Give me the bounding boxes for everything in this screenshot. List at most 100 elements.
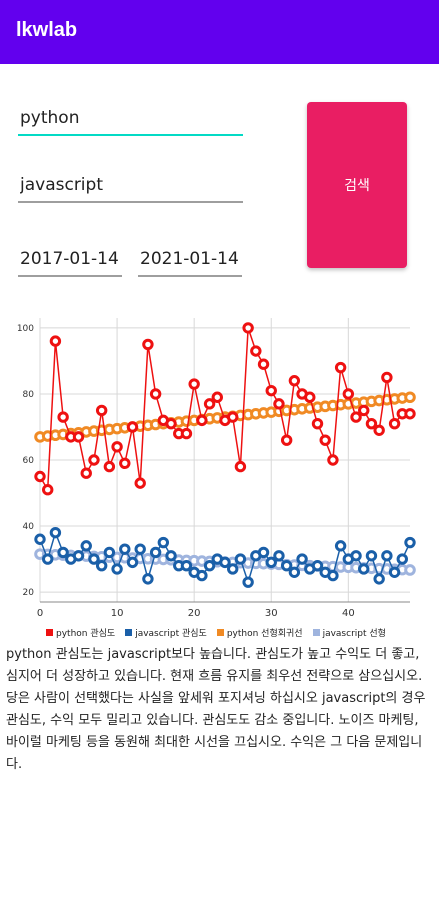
- point-python: [119, 457, 131, 470]
- point-javascript: [72, 550, 85, 562]
- point-python: [142, 338, 154, 351]
- y-tick-label: 60: [23, 456, 35, 466]
- app-bar: lkwlab: [0, 0, 439, 64]
- point-javascript: [80, 540, 92, 552]
- point-javascript: [227, 563, 239, 575]
- chart-legend: python 관심도 javascript 관심도 python 선형회귀선 j…: [46, 624, 436, 640]
- point-javascript: [142, 573, 154, 585]
- keyword1-field[interactable]: [18, 108, 245, 136]
- point-javascript: [334, 540, 347, 552]
- point-javascript: [327, 569, 339, 582]
- point-javascript: [350, 550, 362, 562]
- point-python: [165, 417, 177, 430]
- point-javascript: [265, 556, 277, 569]
- point-python: [311, 417, 324, 430]
- legend-label-python: python 관심도: [56, 628, 116, 639]
- y-tick-label: 40: [23, 522, 35, 532]
- point-python: [257, 358, 270, 370]
- point-javascript: [257, 546, 270, 559]
- legend-item-python: python 관심도: [46, 624, 115, 640]
- analysis-text: python 관심도는 javascript보다 높습니다. 관심도가 높고 수…: [6, 647, 426, 772]
- point-python: [250, 345, 262, 357]
- point-javascript-trend: [404, 564, 416, 576]
- point-python: [358, 404, 370, 417]
- y-tick-label: 100: [17, 324, 34, 334]
- point-javascript: [165, 550, 177, 562]
- point-python: [265, 384, 277, 397]
- point-javascript: [373, 573, 385, 585]
- point-javascript: [103, 546, 116, 559]
- start-date-input[interactable]: [18, 249, 124, 275]
- point-python: [180, 427, 193, 440]
- point-javascript: [34, 533, 46, 545]
- end-date-input[interactable]: [138, 249, 244, 275]
- trend-chart: 0 10 20 30 40 20 40 60 80 100: [0, 300, 439, 645]
- legend-swatch-python-trend: [216, 628, 224, 636]
- point-javascript: [95, 559, 108, 572]
- app-title: lkwlab: [16, 19, 78, 41]
- x-tick-label: 20: [188, 608, 201, 619]
- point-python: [203, 398, 216, 410]
- point-javascript: [180, 559, 193, 572]
- point-python-trend: [404, 391, 416, 404]
- keyword1-input[interactable]: [18, 108, 245, 134]
- point-python: [111, 441, 123, 453]
- point-python: [365, 417, 378, 430]
- point-python: [196, 414, 208, 427]
- legend-item-javascript: javascript 관심도: [125, 624, 207, 640]
- point-python: [42, 484, 54, 496]
- point-python: [80, 467, 92, 479]
- point-javascript: [280, 559, 293, 572]
- end-date-field[interactable]: [138, 249, 244, 277]
- point-javascript: [358, 563, 370, 575]
- point-python: [381, 371, 393, 384]
- point-python: [234, 460, 247, 473]
- point-python: [242, 322, 254, 334]
- point-javascript: [126, 556, 139, 569]
- y-tick-label: 20: [23, 588, 35, 598]
- start-date-field[interactable]: [18, 249, 124, 277]
- point-python: [334, 361, 347, 374]
- point-python: [134, 477, 146, 489]
- legend-label-python-trend: python 선형회귀선: [226, 628, 303, 639]
- point-python: [280, 434, 293, 446]
- keyword2-input[interactable]: [18, 175, 245, 201]
- point-python: [34, 470, 46, 483]
- point-javascript: [119, 543, 131, 555]
- point-python: [304, 391, 316, 403]
- point-javascript: [219, 556, 231, 569]
- search-button[interactable]: 검색: [307, 102, 407, 268]
- legend-label-javascript: javascript 관심도: [135, 628, 207, 639]
- point-javascript: [157, 536, 170, 549]
- point-javascript: [381, 550, 393, 562]
- x-tick-label: 10: [111, 608, 124, 619]
- point-javascript: [203, 559, 216, 572]
- point-python: [327, 454, 339, 466]
- point-javascript: [388, 566, 401, 578]
- point-python: [373, 424, 385, 436]
- point-python: [57, 411, 69, 423]
- point-python: [72, 431, 85, 443]
- point-python: [88, 454, 100, 466]
- point-javascript: [288, 566, 301, 578]
- legend-swatch-python: [46, 628, 53, 636]
- point-python: [227, 411, 239, 423]
- point-javascript: [404, 536, 416, 549]
- point-python: [342, 388, 355, 400]
- point-python: [126, 421, 139, 433]
- point-javascript: [273, 550, 285, 562]
- point-javascript: [196, 569, 208, 582]
- legend-item-javascript-trend: javascript 선형: [312, 624, 386, 640]
- point-javascript: [111, 563, 123, 575]
- point-javascript: [149, 546, 162, 559]
- point-javascript: [296, 553, 308, 565]
- y-tick-label: 80: [23, 390, 35, 400]
- point-javascript: [311, 559, 324, 572]
- point-python: [350, 411, 362, 423]
- keyword2-field[interactable]: [18, 175, 245, 203]
- point-javascript: [88, 553, 100, 565]
- point-javascript: [57, 546, 69, 559]
- point-javascript: [242, 576, 254, 588]
- legend-item-python-trend: python 선형회귀선: [216, 624, 303, 640]
- point-python: [319, 434, 331, 446]
